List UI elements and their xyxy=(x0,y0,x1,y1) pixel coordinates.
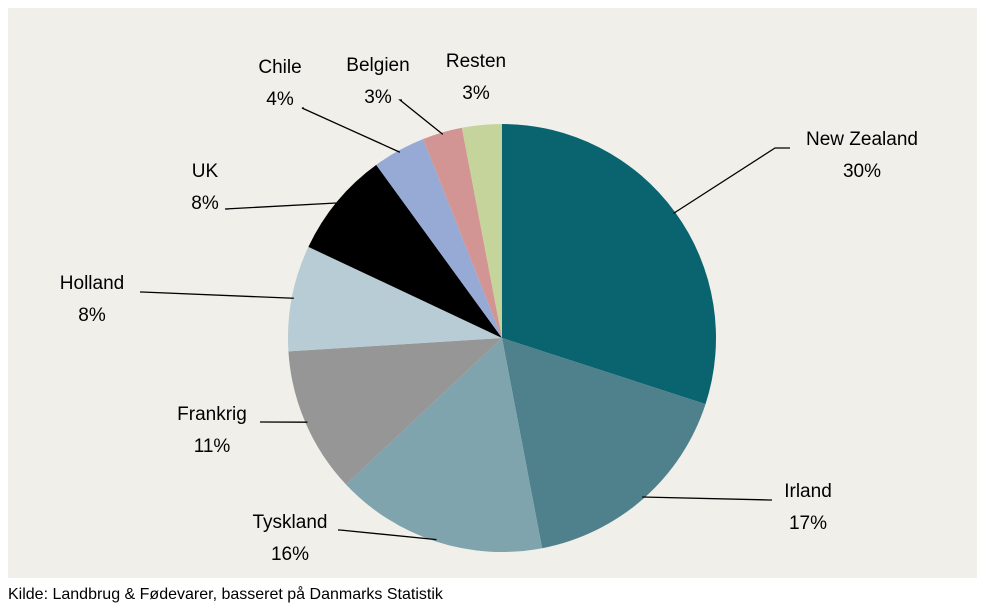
pie-slice xyxy=(288,246,502,352)
slice-label: Holland xyxy=(60,273,124,294)
slice-label: Chile xyxy=(258,57,301,78)
pie-slice xyxy=(423,127,502,338)
slice-value-label: 16% xyxy=(271,544,309,565)
pie-slice xyxy=(288,338,502,485)
slice-value-label: 4% xyxy=(266,89,294,110)
leader-line xyxy=(642,496,772,501)
slice-value-label: 11% xyxy=(194,436,231,457)
slice-value-label: 3% xyxy=(462,83,490,104)
pie-slice xyxy=(502,124,716,405)
leader-line xyxy=(140,291,294,299)
leader-line xyxy=(398,99,444,135)
slice-label: Frankrig xyxy=(177,404,247,425)
slice-value-label: 8% xyxy=(191,193,219,214)
slice-label: Belgien xyxy=(346,55,409,76)
pie-slice xyxy=(308,164,502,338)
slice-label: UK xyxy=(192,161,219,182)
slice-label: Tyskland xyxy=(253,512,328,533)
pie-slice xyxy=(461,124,502,338)
pie-slice xyxy=(346,338,543,552)
pie-slice xyxy=(376,139,502,338)
slice-label: Irland xyxy=(784,481,832,502)
slice-label: New Zealand xyxy=(806,129,918,150)
slice-value-label: 30% xyxy=(843,161,881,182)
pie-slice xyxy=(502,338,706,549)
leader-line xyxy=(224,202,339,210)
leader-line xyxy=(673,147,790,214)
source-note: Kilde: Landbrug & Fødevarer, basseret på… xyxy=(8,585,444,603)
slice-value-label: 8% xyxy=(78,305,106,326)
leader-line xyxy=(338,529,437,541)
slice-value-label: 17% xyxy=(789,513,827,534)
leader-line xyxy=(301,107,401,153)
slice-value-label: 3% xyxy=(364,87,392,108)
slice-label: Resten xyxy=(446,51,506,72)
